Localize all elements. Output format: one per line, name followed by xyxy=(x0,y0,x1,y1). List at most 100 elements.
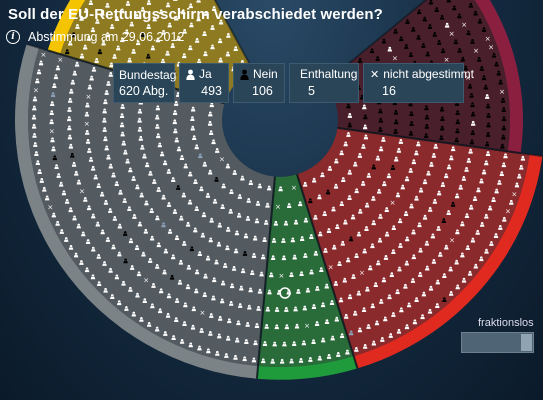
seat-yes[interactable] xyxy=(479,256,484,262)
seat-yes[interactable] xyxy=(146,24,151,29)
seat-no[interactable] xyxy=(381,38,387,44)
seat-yes[interactable] xyxy=(337,261,342,267)
seat-no[interactable] xyxy=(371,164,376,170)
seat-yes[interactable] xyxy=(205,192,211,198)
seat-yes[interactable] xyxy=(32,96,38,102)
seat-yes[interactable] xyxy=(254,323,260,328)
seat-yes[interactable] xyxy=(379,299,384,304)
seat-yes[interactable] xyxy=(362,343,368,349)
seat-yes[interactable] xyxy=(289,358,294,364)
seat-yes[interactable] xyxy=(509,199,514,205)
seat-yes[interactable] xyxy=(448,290,454,296)
seat-yes[interactable] xyxy=(209,102,215,108)
seat-yes[interactable] xyxy=(427,206,433,212)
seat-no[interactable] xyxy=(469,139,475,145)
seat-yes[interactable] xyxy=(142,298,147,304)
seat-yes[interactable] xyxy=(502,216,507,222)
seat-yes[interactable] xyxy=(454,259,459,265)
seat-yes[interactable] xyxy=(106,80,111,86)
seat-yes[interactable] xyxy=(128,286,133,292)
seat-no[interactable] xyxy=(457,13,462,19)
seat-yes[interactable] xyxy=(155,263,160,269)
seat-yes[interactable] xyxy=(190,324,196,330)
seat-yes[interactable] xyxy=(411,159,417,165)
seat-yes[interactable] xyxy=(96,253,101,259)
seat-yes[interactable] xyxy=(335,224,340,230)
seat-yes[interactable] xyxy=(179,155,185,160)
seat-yes[interactable] xyxy=(117,223,123,229)
seat-absent[interactable]: × xyxy=(57,56,63,64)
seat-yes[interactable] xyxy=(365,286,370,292)
seat-yes[interactable] xyxy=(251,357,257,363)
seat-yes[interactable] xyxy=(343,141,348,147)
seat-yes[interactable] xyxy=(347,195,352,200)
seat-no[interactable] xyxy=(486,113,491,118)
seat-yes[interactable] xyxy=(517,173,522,179)
seat-yes[interactable] xyxy=(165,50,170,56)
seat-yes[interactable] xyxy=(422,179,428,185)
seat-yes[interactable] xyxy=(173,0,178,1)
seat-yes[interactable] xyxy=(333,183,339,189)
seat-yes[interactable] xyxy=(163,331,168,336)
seat-absent[interactable]: × xyxy=(392,54,398,62)
seat-yes[interactable] xyxy=(395,289,400,295)
seat-yes[interactable] xyxy=(187,199,193,205)
seat-yes[interactable] xyxy=(202,161,207,167)
seat-yes[interactable] xyxy=(210,25,215,30)
seat-yes[interactable] xyxy=(245,215,251,221)
seat-absent[interactable]: × xyxy=(390,199,396,207)
seat-yes[interactable] xyxy=(472,196,478,201)
seat-no[interactable] xyxy=(481,75,487,81)
seat-yes[interactable] xyxy=(135,292,140,298)
seat-yes[interactable] xyxy=(122,198,127,203)
seat-no[interactable] xyxy=(375,56,380,61)
seat-no[interactable] xyxy=(393,28,398,34)
seat-yes[interactable] xyxy=(347,169,352,175)
seat-yes[interactable] xyxy=(417,222,422,228)
seat-no[interactable] xyxy=(347,122,353,128)
seat-no[interactable] xyxy=(483,84,489,90)
seat-abstain[interactable] xyxy=(198,153,203,159)
seat-yes[interactable] xyxy=(399,307,404,313)
seat-yes[interactable] xyxy=(129,265,135,270)
seat-yes[interactable] xyxy=(111,172,116,178)
seat-no[interactable] xyxy=(436,40,442,45)
seat-no[interactable] xyxy=(455,119,460,125)
seat-yes[interactable] xyxy=(373,282,378,288)
seat-yes[interactable] xyxy=(279,358,285,364)
seat-yes[interactable] xyxy=(185,221,191,227)
seat-yes[interactable] xyxy=(340,240,345,246)
seat-yes[interactable] xyxy=(235,337,240,343)
seat-yes[interactable] xyxy=(375,155,381,161)
seat-yes[interactable] xyxy=(398,139,404,144)
seat-no[interactable] xyxy=(442,297,447,302)
seat-yes[interactable] xyxy=(173,101,179,106)
seat-no[interactable] xyxy=(369,48,375,54)
seat-yes[interactable] xyxy=(202,31,207,37)
seat-yes[interactable] xyxy=(96,183,101,189)
seat-no[interactable] xyxy=(214,176,219,182)
seat-yes[interactable] xyxy=(172,119,178,125)
seat-yes[interactable] xyxy=(371,220,376,226)
seat-yes[interactable] xyxy=(106,154,111,160)
seat-yes[interactable] xyxy=(313,250,319,256)
seat-yes[interactable] xyxy=(50,137,55,143)
seat-yes[interactable] xyxy=(354,253,359,259)
seat-no[interactable] xyxy=(416,9,422,15)
seat-absent[interactable]: × xyxy=(511,190,517,198)
seat-yes[interactable] xyxy=(50,101,55,107)
seat-yes[interactable] xyxy=(397,218,403,224)
seat-yes[interactable] xyxy=(362,248,367,254)
seat-yes[interactable] xyxy=(236,320,241,326)
seat-yes[interactable] xyxy=(146,321,152,327)
seat-yes[interactable] xyxy=(99,191,105,197)
seat-yes[interactable] xyxy=(358,208,363,214)
seat-yes[interactable] xyxy=(416,141,421,147)
seat-absent[interactable]: × xyxy=(143,277,149,285)
seat-yes[interactable] xyxy=(102,261,107,266)
seat-no[interactable] xyxy=(439,135,444,141)
seat-yes[interactable] xyxy=(74,170,79,176)
seat-yes[interactable] xyxy=(351,274,356,279)
seat-yes[interactable] xyxy=(55,65,61,71)
seat-yes[interactable] xyxy=(302,181,308,187)
